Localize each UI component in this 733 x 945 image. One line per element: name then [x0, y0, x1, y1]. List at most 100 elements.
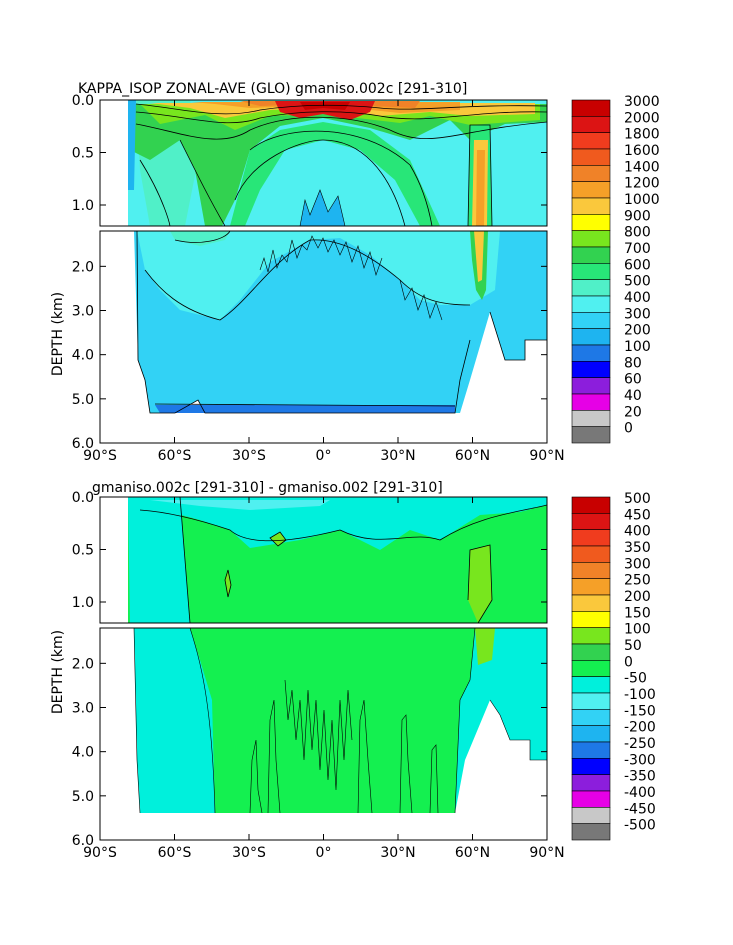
colorbar-swatch: [571, 344, 611, 362]
y-tick-label: 3.0: [72, 304, 94, 320]
colorbar-swatch: [571, 823, 611, 841]
colorbar-swatch: [571, 545, 611, 563]
colorbar-label: 20: [624, 404, 642, 420]
y-tick-label: 2.0: [72, 259, 94, 275]
colorbar-label: 200: [624, 589, 651, 605]
y-tick-label: 5.0: [72, 789, 94, 805]
colorbar-swatch: [571, 709, 611, 726]
colorbar-label: 1600: [624, 143, 660, 159]
colorbar-label: 100: [624, 622, 651, 638]
colorbar-label: 600: [624, 257, 651, 273]
kappa-axes: 90°S 60°S 30°S 0° 30°N 60°N 90°N 0.0 0.5 1.0 2.0 3.…: [72, 93, 565, 464]
colorbar-swatch: [571, 578, 611, 596]
colorbar-label: 3000: [624, 94, 660, 110]
x-tick-label: 30°N: [380, 448, 415, 464]
colorbar-label: 900: [624, 208, 651, 224]
x-tick-label: 30°N: [380, 845, 415, 861]
colorbar-swatch: [571, 529, 611, 547]
colorbar-label: -450: [624, 801, 656, 817]
x-tick-label: 90°S: [83, 845, 117, 861]
diff-colorbar: 500450400350300250200150100500-50-100-15…: [571, 491, 656, 841]
colorbar-label: -250: [624, 736, 656, 752]
colorbar-label: 60: [624, 372, 642, 388]
colorbar-swatch: [571, 807, 611, 824]
colorbar-label: 0: [624, 654, 633, 670]
x-tick-label: 60°S: [158, 845, 192, 861]
colorbar-label: 40: [624, 388, 642, 404]
x-tick-label: 30°S: [232, 845, 266, 861]
y-tick-label: 3.0: [72, 701, 94, 717]
colorbar-label: 1800: [624, 127, 660, 143]
colorbar-label: -400: [624, 785, 656, 801]
colorbar-label: 500: [624, 491, 651, 507]
y-tick-label: 6.0: [72, 833, 94, 849]
x-tick-label: 90°S: [83, 448, 117, 464]
colorbar-swatch: [571, 741, 611, 759]
y-tick-label: 4.0: [72, 348, 94, 364]
kappa-colorbar: 3000200018001600140012001000900800700600…: [571, 94, 660, 444]
colorbar-swatch: [571, 377, 611, 395]
y-tick-label: 1.0: [72, 198, 94, 214]
colorbar-swatch: [571, 165, 611, 182]
x-tick-label: 30°S: [232, 448, 266, 464]
colorbar-swatch: [571, 116, 611, 133]
x-tick-label: 60°N: [455, 448, 490, 464]
colorbar-label: 450: [624, 507, 651, 523]
colorbar-swatch: [571, 279, 611, 297]
colorbar-swatch: [571, 676, 611, 694]
colorbar-label: 1200: [624, 176, 660, 192]
kappa-panel: KAPPA_ISOP ZONAL-AVE (GLO) gmaniso.002c …: [50, 81, 660, 464]
kappa-upper-field: [100, 100, 547, 226]
y-tick-label: 0.5: [72, 543, 94, 559]
diff-lower-field: [100, 628, 547, 840]
colorbar-label: 300: [624, 306, 651, 322]
x-tick-label: 90°N: [529, 845, 564, 861]
colorbar-swatch: [571, 410, 611, 427]
colorbar-label: 250: [624, 573, 651, 589]
colorbar-swatch: [571, 214, 611, 231]
colorbar-swatch: [571, 295, 611, 313]
colorbar-label: 2000: [624, 110, 660, 126]
colorbar-swatch: [571, 197, 611, 215]
colorbar-label: -100: [624, 687, 656, 703]
colorbar-swatch: [571, 312, 611, 329]
colorbar-swatch: [571, 660, 611, 677]
kappa-title: KAPPA_ISOP ZONAL-AVE (GLO) gmaniso.002c …: [78, 81, 467, 97]
colorbar-label: 100: [624, 339, 651, 355]
colorbar-swatch: [571, 328, 611, 346]
y-tick-label: 2.0: [72, 656, 94, 672]
y-tick-label: 1.0: [72, 595, 94, 611]
colorbar-swatch: [571, 562, 611, 579]
colorbar-label: 1000: [624, 192, 660, 208]
colorbar-swatch: [571, 774, 611, 792]
colorbar-label: 300: [624, 556, 651, 572]
colorbar-label: 800: [624, 225, 651, 241]
colorbar-label: 0: [624, 421, 633, 437]
diff-y-label: DEPTH (km): [50, 630, 66, 714]
colorbar-label: 150: [624, 605, 651, 621]
colorbar-swatch: [571, 513, 611, 530]
colorbar-label: 350: [624, 540, 651, 556]
colorbar-swatch: [571, 426, 611, 444]
diff-upper-field: [100, 497, 547, 623]
colorbar-swatch: [571, 148, 611, 166]
y-tick-label: 5.0: [72, 392, 94, 408]
x-tick-label: 60°S: [158, 448, 192, 464]
colorbar-swatch: [571, 496, 611, 514]
kappa-y-label: DEPTH (km): [50, 292, 66, 376]
colorbar-label: -350: [624, 769, 656, 785]
diff-panel: gmaniso.002c [291-310] - gmaniso.002 [29…: [50, 480, 656, 861]
x-tick-label: 0°: [316, 845, 332, 861]
colorbar-label: 1400: [624, 159, 660, 175]
colorbar-swatch: [571, 132, 611, 150]
colorbar-label: -200: [624, 720, 656, 736]
y-tick-label: 0.0: [72, 490, 94, 506]
colorbar-swatch: [571, 361, 611, 378]
colorbar-label: -300: [624, 752, 656, 768]
x-tick-label: 60°N: [455, 845, 490, 861]
colorbar-swatch: [571, 790, 611, 808]
diff-axes: 90°S 60°S 30°S 0° 30°N 60°N 90°N 0.0 0.5 1.0 2.0 3.…: [72, 490, 565, 861]
colorbar-swatch: [571, 692, 611, 710]
y-tick-label: 0.5: [72, 146, 94, 162]
